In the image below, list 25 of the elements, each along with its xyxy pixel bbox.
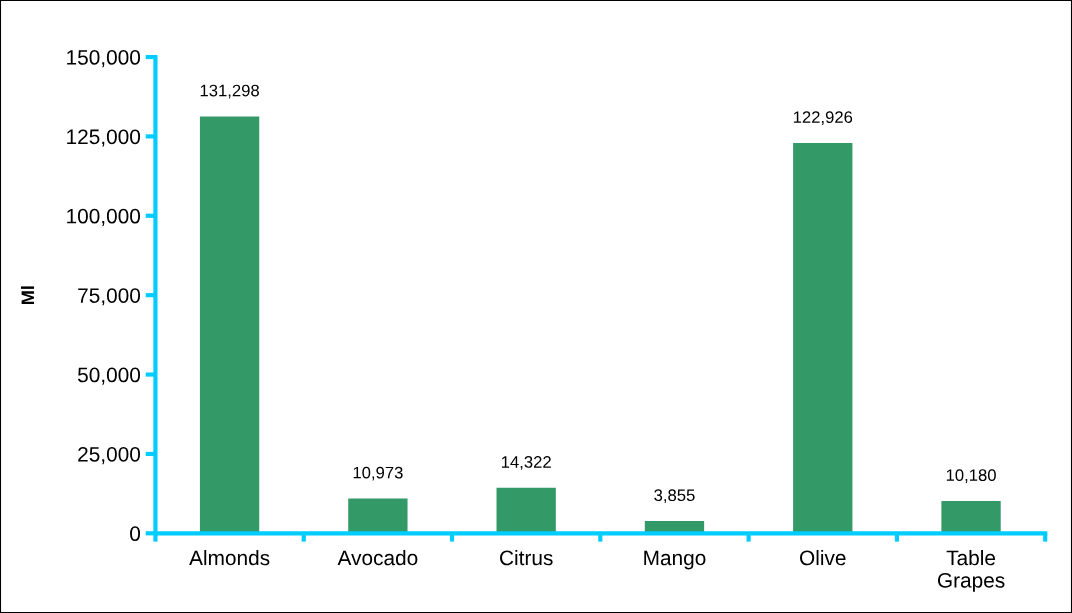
bar [496, 487, 556, 534]
x-tick-label: Avocado [337, 549, 418, 566]
bar [793, 142, 853, 534]
bar [941, 500, 1001, 534]
x-tick-label: Almonds [189, 549, 270, 566]
data-label: 131,298 [200, 84, 259, 99]
x-tick-label: Citrus [500, 549, 553, 566]
bar [199, 116, 260, 534]
y-tick-label: 25,000 [78, 446, 141, 465]
y-axis-title: Ml [20, 286, 35, 304]
data-label: 10,973 [353, 466, 403, 481]
bar [348, 498, 408, 534]
y-tick-label: 100,000 [67, 208, 141, 226]
data-label: 14,322 [501, 456, 551, 470]
y-tick-label: 50,000 [77, 367, 141, 385]
data-label: 10,180 [946, 469, 996, 483]
x-tick-label: Mango [644, 550, 706, 570]
y-tick-label: 150,000 [67, 50, 141, 68]
y-tick-label: 0 [130, 526, 141, 542]
data-label: 3,855 [654, 489, 695, 504]
x-tick-label: Olive [800, 549, 846, 566]
y-tick-label: 125,000 [67, 129, 141, 147]
x-tick-label: Table Grapes [937, 549, 1005, 592]
data-label: 122,926 [793, 111, 853, 125]
y-tick-label: 75,000 [78, 288, 141, 306]
